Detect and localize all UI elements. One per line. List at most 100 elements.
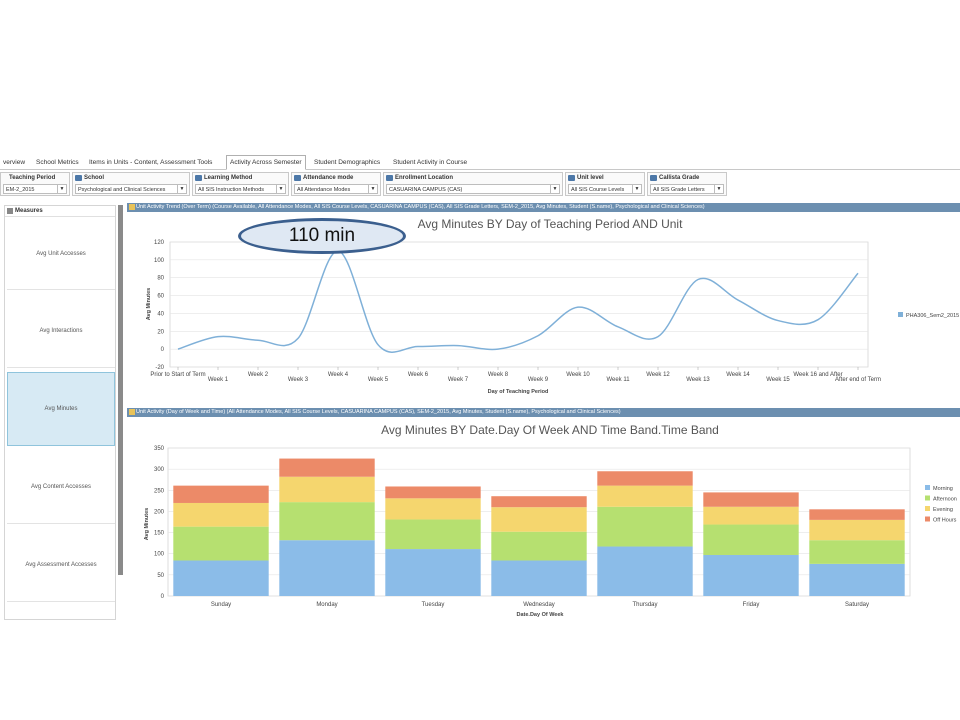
- tab-bar: verview School Metrics Items in Units - …: [0, 155, 960, 170]
- chart1-x-axis-label: Day of Teaching Period: [488, 389, 549, 395]
- chart2-bar-monday-morning: [279, 540, 375, 596]
- chart2-y-axis-label: Avg Minutes: [144, 508, 150, 541]
- chart1-x-tick-label: Week 3: [288, 377, 309, 383]
- tab-activity-across-semester[interactable]: Activity Across Semester: [226, 155, 306, 170]
- chart2-legend-swatch: [925, 485, 930, 490]
- chart2-title: Avg Minutes BY Date.Day Of Week AND Time…: [381, 423, 719, 437]
- chart1-x-tick-label: Week 7: [448, 377, 469, 383]
- tab-school-metrics[interactable]: School Metrics: [36, 159, 79, 166]
- tab-student-activity-in-course[interactable]: Student Activity in Course: [393, 159, 468, 166]
- filter-label: School: [84, 175, 105, 181]
- tab-items-in-units[interactable]: Items in Units - Content, Assessment Too…: [89, 159, 213, 166]
- filter-label: Teaching Period: [9, 175, 56, 181]
- chevron-down-icon[interactable]: ▼: [632, 185, 641, 193]
- chart2-bar-saturday-afternoon: [809, 540, 905, 564]
- chart2-x-tick-label: Friday: [743, 602, 760, 608]
- chart2-bar-thursday-off-hours: [597, 471, 693, 486]
- chart2-y-tick-label: 50: [157, 573, 164, 579]
- chart1-y-tick-label: 0: [161, 347, 165, 353]
- filter-callista-grade: Callista Grade All SIS Grade Letters ▼: [647, 172, 727, 196]
- measure-avg-content-accesses[interactable]: Avg Content Accesses: [7, 450, 115, 524]
- chart2-bar-thursday-afternoon: [597, 506, 693, 547]
- chart2-y-tick-label: 100: [154, 552, 165, 558]
- measures-scrollbar[interactable]: [118, 205, 123, 575]
- filter-attendance-mode: Attendance mode All Attendance Modes ▼: [291, 172, 381, 196]
- chevron-down-icon[interactable]: ▼: [177, 185, 186, 193]
- chart1-y-tick-label: 80: [157, 276, 164, 282]
- filter-label: Enrollment Location: [395, 175, 454, 181]
- tab-overview[interactable]: verview: [3, 159, 26, 166]
- measure-avg-minutes[interactable]: Avg Minutes: [7, 372, 115, 446]
- chart2-legend-label: Off Hours: [933, 518, 957, 524]
- filter-learning-method: Learning Method All SIS Instruction Meth…: [192, 172, 289, 196]
- measures-panel: Measures Avg Unit Accesses Avg Interacti…: [4, 205, 116, 620]
- chevron-down-icon[interactable]: ▼: [550, 185, 559, 193]
- callista-grade-select[interactable]: All SIS Grade Letters ▼: [650, 184, 724, 194]
- chart2-bar-tuesday-evening: [385, 498, 481, 520]
- dashboard-app: verview School Metrics Items in Units - …: [0, 155, 960, 620]
- measure-avg-interactions[interactable]: Avg Interactions: [7, 294, 115, 368]
- tab-student-demographics[interactable]: Student Demographics: [314, 159, 381, 166]
- school-select[interactable]: Psychological and Clinical Sciences ▼: [75, 184, 187, 194]
- chart2-bar-sunday-afternoon: [173, 526, 269, 561]
- chart2-x-tick-label: Thursday: [632, 602, 657, 608]
- chevron-down-icon[interactable]: ▼: [57, 185, 66, 193]
- unit-level-select[interactable]: All SIS Course Levels ▼: [568, 184, 642, 194]
- enrollment-location-select[interactable]: CASUARINA CAMPUS (CAS) ▼: [386, 184, 560, 194]
- chart2-bar-saturday-morning: [809, 563, 905, 596]
- chart2-bar-thursday-morning: [597, 546, 693, 596]
- chart1-x-tick-label: Week 9: [528, 377, 549, 383]
- chart1-panel-header: Unit Activity Trend (Over Term) (Course …: [127, 203, 960, 212]
- measure-avg-unit-accesses[interactable]: Avg Unit Accesses: [7, 218, 115, 290]
- measure-avg-assessment-accesses[interactable]: Avg Assessment Accesses: [7, 528, 115, 602]
- chart2-bar-sunday-evening: [173, 502, 269, 527]
- chart1-y-tick-label: 60: [157, 294, 164, 300]
- measures-header: Measures: [5, 206, 115, 217]
- teaching-period-select[interactable]: EM-2_2015 ▼: [3, 184, 67, 194]
- chart2-legend-label: Afternoon: [933, 497, 957, 503]
- attendance-mode-select[interactable]: All Attendance Modes ▼: [294, 184, 378, 194]
- chart2-legend-label: Evening: [933, 507, 953, 513]
- chart2-x-tick-label: Monday: [316, 602, 337, 608]
- chevron-down-icon[interactable]: ▼: [276, 185, 285, 193]
- filter-unit-level: Unit level All SIS Course Levels ▼: [565, 172, 645, 196]
- chart1-x-tick-label: Week 10: [566, 372, 590, 378]
- chart2-legend-swatch: [925, 495, 930, 501]
- chart2-y-tick-label: 300: [154, 467, 165, 473]
- chevron-down-icon[interactable]: ▼: [714, 185, 723, 193]
- chart1-x-tick-label: Week 12: [646, 372, 670, 378]
- chart1-x-tick-label: Week 6: [408, 372, 429, 378]
- filter-icon: [386, 175, 393, 181]
- chart1-x-tick-label: After end of Term: [835, 377, 881, 383]
- callout-annotation: 110 min: [238, 218, 406, 254]
- filter-icon: [195, 175, 202, 181]
- chart2-bar-saturday-off-hours: [809, 509, 905, 520]
- filter-icon: [568, 175, 575, 181]
- chart2-bar-friday-afternoon: [703, 524, 799, 555]
- chart2-legend-label: Morning: [933, 486, 953, 492]
- chart-icon: [129, 204, 135, 210]
- chart1-x-tick-label: Prior to Start of Term: [150, 372, 205, 378]
- chart1-y-tick-label: 120: [154, 240, 165, 246]
- chart2-bar-wednesday-evening: [491, 507, 587, 532]
- chart2-bar-friday-morning: [703, 554, 799, 596]
- chart1-legend-swatch: [898, 312, 903, 317]
- chevron-down-icon[interactable]: ▼: [368, 185, 377, 193]
- learning-method-select[interactable]: All SIS Instruction Methods ▼: [195, 184, 286, 194]
- chart2-x-axis-label: Date.Day Of Week: [517, 612, 565, 618]
- chart1-x-tick-label: Week 1: [208, 377, 229, 383]
- filter-enrollment-location: Enrollment Location CASUARINA CAMPUS (CA…: [383, 172, 563, 196]
- chart2-y-tick-label: 150: [154, 531, 165, 537]
- chart2-bar-friday-off-hours: [703, 492, 799, 507]
- chart1-x-tick-label: Week 11: [606, 377, 630, 383]
- filter-label: Unit level: [577, 175, 604, 181]
- chart2-x-tick-label: Wednesday: [523, 602, 555, 608]
- chart2-bar-tuesday-afternoon: [385, 519, 481, 550]
- chart1-x-tick-label: Week 5: [368, 377, 389, 383]
- chart2-bar-saturday-evening: [809, 519, 905, 541]
- filter-icon: [294, 175, 301, 181]
- chart1-x-tick-label: Week 4: [328, 372, 349, 378]
- filter-label: Attendance mode: [303, 175, 354, 181]
- chart1-x-tick-label: Week 14: [726, 372, 750, 378]
